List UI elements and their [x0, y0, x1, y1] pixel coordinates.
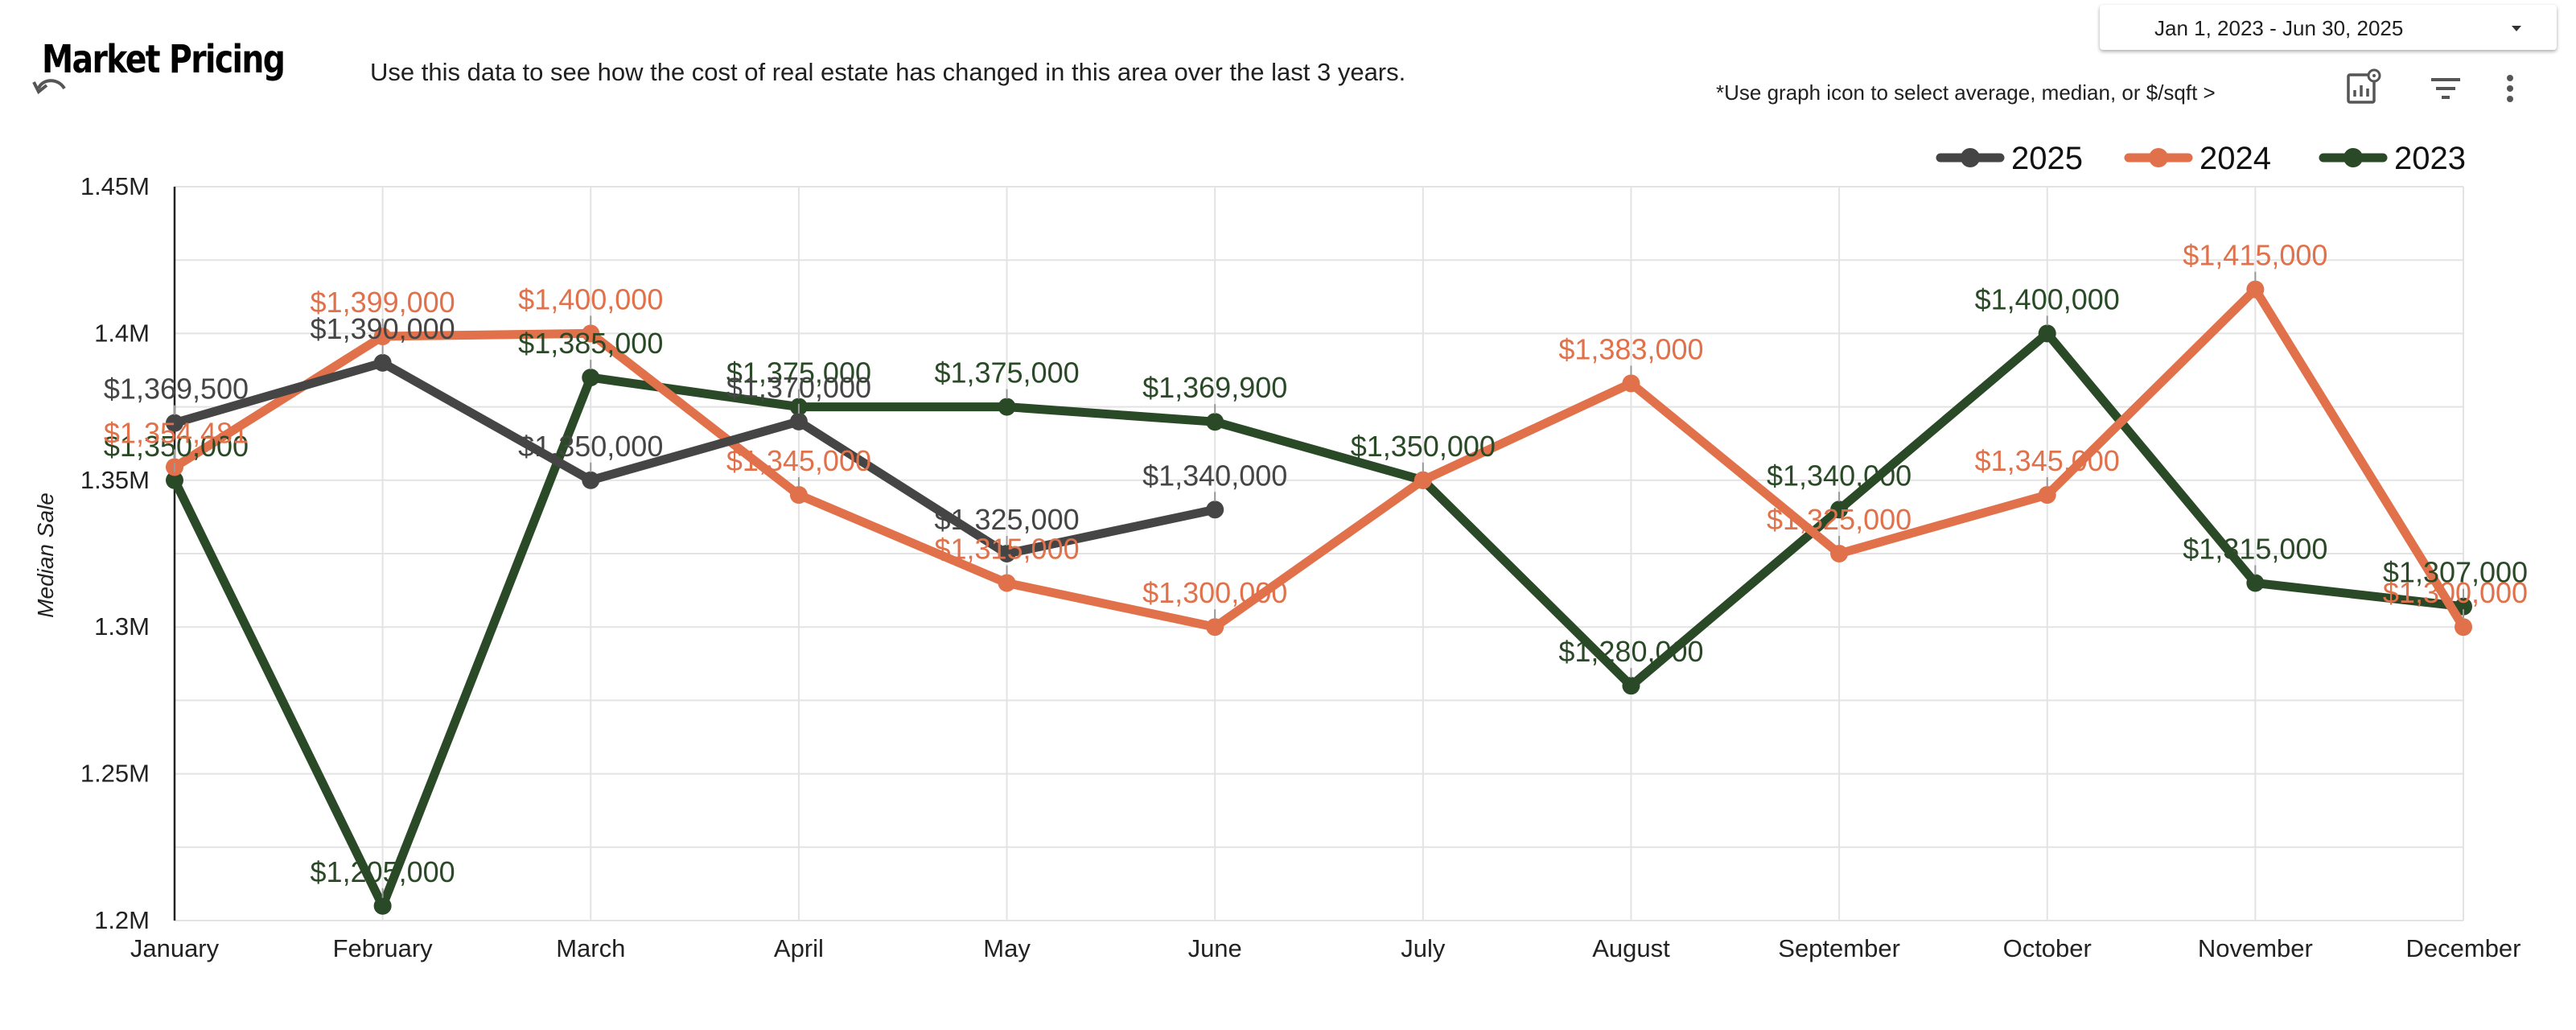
data-point-2024[interactable] [789, 486, 808, 505]
data-label-2024: $1,325,000 [1767, 503, 1911, 536]
x-tick-label: June [1188, 934, 1242, 962]
x-tick-label: August [1592, 934, 1670, 962]
y-axis-title: Median Sale [33, 492, 58, 618]
data-point-2025[interactable] [789, 412, 808, 431]
legend-item-2025[interactable]: 2025 [1936, 141, 2083, 176]
x-tick-label: September [1778, 934, 1900, 962]
data-point-2023[interactable] [1830, 501, 1849, 519]
legend-swatch-dot [2149, 148, 2168, 167]
data-label-2024: $1,399,000 [311, 286, 455, 319]
data-label-2024: $1,400,000 [518, 282, 663, 315]
data-point-2024[interactable] [1206, 618, 1224, 637]
data-point-2024[interactable] [2455, 618, 2472, 637]
y-tick-label: 1.2M [94, 906, 150, 934]
data-label-2023: $1,385,000 [518, 327, 663, 360]
x-tick-label: January [130, 934, 220, 962]
data-point-2023[interactable] [582, 369, 600, 387]
legend-label: 2024 [2199, 141, 2271, 176]
legend-label: 2025 [2011, 141, 2083, 176]
legend-swatch-dot [2344, 148, 2363, 167]
data-point-2024[interactable] [998, 574, 1016, 592]
series-2025 [166, 353, 1224, 562]
data-label-2024: $1,383,000 [1558, 332, 1703, 365]
series-2024 [166, 280, 2472, 637]
more-vert-icon[interactable] [2488, 66, 2533, 111]
filter-icon[interactable] [2423, 66, 2468, 111]
date-range-select[interactable]: Jan 1, 2023 - Jun 30, 2025 [2100, 5, 2557, 50]
data-point-2025[interactable] [166, 414, 183, 432]
data-label-2024: $1,354,481 [104, 416, 249, 449]
data-point-2024[interactable] [2038, 486, 2056, 505]
data-label-2023: $1,350,000 [1351, 430, 1496, 463]
data-label-2025: $1,369,500 [104, 373, 249, 406]
y-tick-label: 1.4M [94, 319, 150, 347]
date-range-value: Jan 1, 2023 - Jun 30, 2025 [2154, 16, 2404, 40]
data-label-2023: $1,307,000 [2383, 556, 2528, 589]
data-point-2024[interactable] [2246, 280, 2265, 299]
page-title: Market Pricing [42, 37, 286, 82]
data-label-2023: $1,375,000 [726, 356, 871, 389]
data-label-2025: $1,390,000 [311, 312, 455, 345]
data-label-2023: $1,369,900 [1142, 371, 1287, 404]
x-tick-label: April [774, 934, 824, 962]
data-label-2024: $1,300,000 [2383, 576, 2528, 609]
data-label-2025: $1,325,000 [934, 503, 1079, 536]
data-point-2024[interactable] [582, 324, 600, 343]
data-point-2025[interactable] [582, 471, 600, 489]
chevron-down-icon [2512, 26, 2521, 31]
data-point-2023[interactable] [2455, 597, 2472, 616]
data-label-2023: $1,280,000 [1558, 635, 1703, 668]
y-tick-label: 1.25M [80, 760, 150, 788]
data-point-2024[interactable] [1830, 545, 1849, 562]
data-point-2024[interactable] [373, 328, 392, 346]
legend-label: 2023 [2394, 141, 2466, 176]
data-label-2023: $1,340,000 [1767, 459, 1911, 492]
data-point-2025[interactable] [998, 545, 1016, 562]
x-tick-label: May [983, 934, 1031, 962]
data-label-2025: $1,350,000 [518, 430, 663, 463]
data-label-2024: $1,415,000 [2183, 239, 2327, 272]
legend-item-2024[interactable]: 2024 [2124, 141, 2271, 176]
series-line-2024 [170, 285, 2468, 632]
legend-swatch-dot [1961, 148, 1980, 167]
x-tick-label: November [2198, 934, 2313, 962]
data-label-2023: $1,205,000 [311, 855, 455, 888]
data-point-2023[interactable] [998, 398, 1016, 416]
page-subtitle: Use this data to see how the cost of rea… [370, 58, 1406, 86]
data-label-2023: $1,350,000 [104, 430, 249, 463]
y-tick-label: 1.35M [80, 466, 150, 494]
chart-settings-icon[interactable] [2341, 66, 2386, 111]
data-point-2024[interactable] [1414, 471, 1432, 489]
metric-hint: *Use graph icon to select average, media… [1716, 80, 2216, 105]
x-tick-label: February [333, 934, 434, 962]
data-point-2023[interactable] [373, 896, 392, 915]
data-point-2023[interactable] [166, 471, 183, 489]
data-label-2023: $1,315,000 [2183, 532, 2327, 565]
data-label-2023: $1,375,000 [934, 356, 1079, 389]
data-label-2024: $1,345,000 [726, 444, 871, 477]
data-label-2023: $1,400,000 [1975, 282, 2120, 315]
data-label-2024: $1,345,000 [1975, 444, 2120, 477]
series-line-2025 [170, 358, 1220, 558]
x-tick-label: July [1401, 934, 1446, 962]
data-point-2023[interactable] [2038, 324, 2056, 343]
data-label-2025: $1,340,000 [1142, 459, 1287, 492]
undo-icon[interactable] [31, 71, 69, 103]
x-tick-label: March [556, 934, 625, 962]
data-point-2023[interactable] [1622, 677, 1640, 695]
data-point-2023[interactable] [2246, 574, 2265, 592]
data-label-2025: $1,370,000 [726, 371, 871, 404]
data-label-2024: $1,300,000 [1142, 576, 1287, 609]
y-tick-label: 1.3M [94, 612, 150, 641]
data-point-2024[interactable] [1622, 374, 1640, 393]
data-point-2025[interactable] [373, 353, 392, 372]
data-point-2023[interactable] [1206, 413, 1224, 431]
x-tick-label: October [2003, 934, 2092, 962]
data-point-2025[interactable] [1206, 501, 1224, 519]
x-tick-label: December [2406, 934, 2521, 962]
legend-item-2023[interactable]: 2023 [2319, 141, 2466, 176]
y-tick-label: 1.45M [80, 172, 150, 200]
